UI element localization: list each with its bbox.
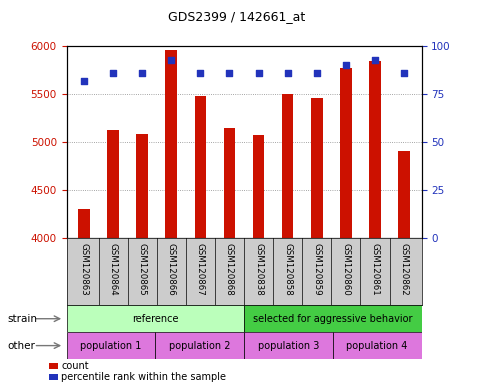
Text: GSM120860: GSM120860 bbox=[341, 243, 351, 296]
Text: population 2: population 2 bbox=[169, 341, 230, 351]
Text: strain: strain bbox=[7, 314, 37, 324]
Bar bbox=[282, 94, 293, 238]
Point bbox=[138, 70, 146, 76]
Bar bbox=[78, 209, 90, 238]
Bar bbox=[398, 151, 410, 238]
Text: count: count bbox=[61, 361, 89, 371]
Point bbox=[342, 62, 350, 68]
Text: GSM120865: GSM120865 bbox=[138, 243, 147, 296]
Point bbox=[313, 70, 321, 76]
Bar bbox=[253, 136, 264, 238]
Text: other: other bbox=[7, 341, 35, 351]
Bar bbox=[340, 68, 352, 238]
Point bbox=[400, 70, 408, 76]
Text: selected for aggressive behavior: selected for aggressive behavior bbox=[253, 314, 413, 324]
Text: GSM120866: GSM120866 bbox=[167, 243, 176, 296]
Text: GSM120861: GSM120861 bbox=[370, 243, 380, 296]
Point bbox=[167, 56, 175, 63]
Bar bbox=[333, 332, 422, 359]
Point bbox=[255, 70, 263, 76]
Text: GSM120867: GSM120867 bbox=[196, 243, 205, 296]
Bar bbox=[369, 61, 381, 238]
Bar bbox=[67, 305, 244, 332]
Bar bbox=[244, 305, 422, 332]
Bar bbox=[166, 50, 177, 238]
Point bbox=[196, 70, 204, 76]
Bar bbox=[137, 134, 148, 238]
Bar bbox=[107, 129, 119, 238]
Bar bbox=[244, 332, 333, 359]
Bar bbox=[311, 98, 322, 238]
Text: percentile rank within the sample: percentile rank within the sample bbox=[61, 372, 226, 382]
Text: GSM120859: GSM120859 bbox=[312, 243, 321, 295]
Text: GSM120858: GSM120858 bbox=[283, 243, 292, 296]
Bar bbox=[195, 96, 206, 238]
Point bbox=[284, 70, 292, 76]
Text: reference: reference bbox=[132, 314, 178, 324]
Text: population 3: population 3 bbox=[258, 341, 319, 351]
Text: population 4: population 4 bbox=[347, 341, 408, 351]
Bar bbox=[67, 332, 155, 359]
Text: population 1: population 1 bbox=[80, 341, 141, 351]
Text: GSM120838: GSM120838 bbox=[254, 243, 263, 296]
Point bbox=[225, 70, 233, 76]
Text: GDS2399 / 142661_at: GDS2399 / 142661_at bbox=[168, 10, 305, 23]
Point bbox=[80, 78, 88, 84]
Point bbox=[371, 56, 379, 63]
Text: GSM120868: GSM120868 bbox=[225, 243, 234, 296]
Bar bbox=[224, 127, 235, 238]
Text: GSM120864: GSM120864 bbox=[108, 243, 118, 296]
Text: GSM120863: GSM120863 bbox=[79, 243, 89, 296]
Point bbox=[109, 70, 117, 76]
Bar bbox=[155, 332, 244, 359]
Text: GSM120862: GSM120862 bbox=[399, 243, 409, 296]
